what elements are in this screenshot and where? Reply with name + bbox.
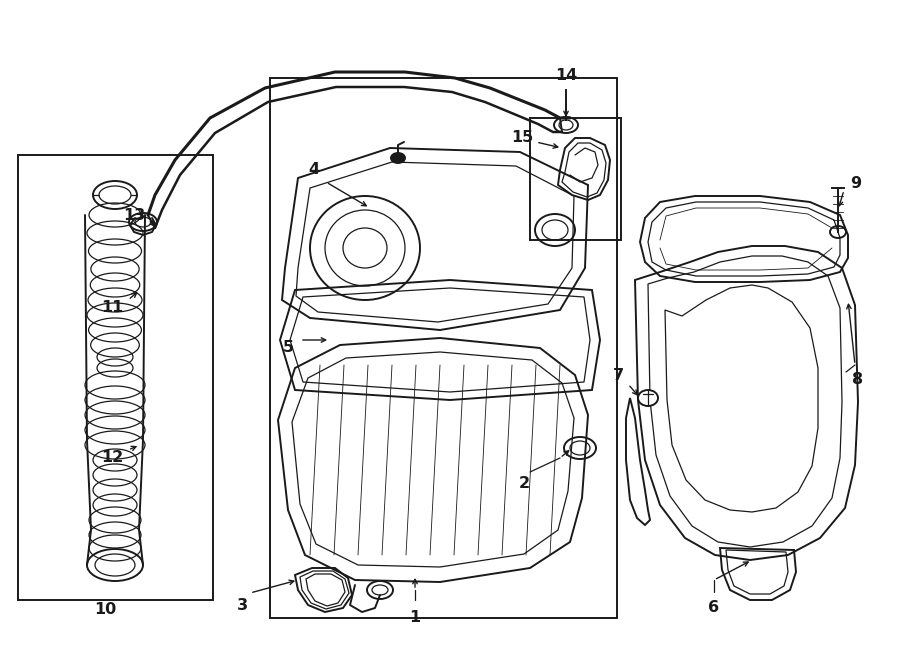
Text: 1: 1 — [410, 611, 420, 625]
Text: 6: 6 — [708, 600, 720, 615]
Text: 13: 13 — [123, 208, 145, 223]
Text: 9: 9 — [850, 176, 861, 192]
Text: 10: 10 — [94, 602, 116, 617]
Text: 7: 7 — [612, 368, 624, 383]
Bar — [270, 78, 617, 618]
Text: 5: 5 — [283, 340, 293, 356]
Text: 3: 3 — [237, 598, 248, 613]
Text: 14: 14 — [555, 69, 577, 83]
Text: 2: 2 — [518, 477, 529, 492]
Bar — [18, 155, 213, 600]
Ellipse shape — [391, 153, 405, 163]
Text: 4: 4 — [309, 163, 320, 178]
Bar — [530, 118, 621, 240]
Text: 11: 11 — [101, 301, 123, 315]
Text: 8: 8 — [852, 373, 864, 387]
Text: 12: 12 — [101, 451, 123, 465]
Ellipse shape — [638, 390, 658, 406]
Text: 15: 15 — [511, 130, 533, 145]
